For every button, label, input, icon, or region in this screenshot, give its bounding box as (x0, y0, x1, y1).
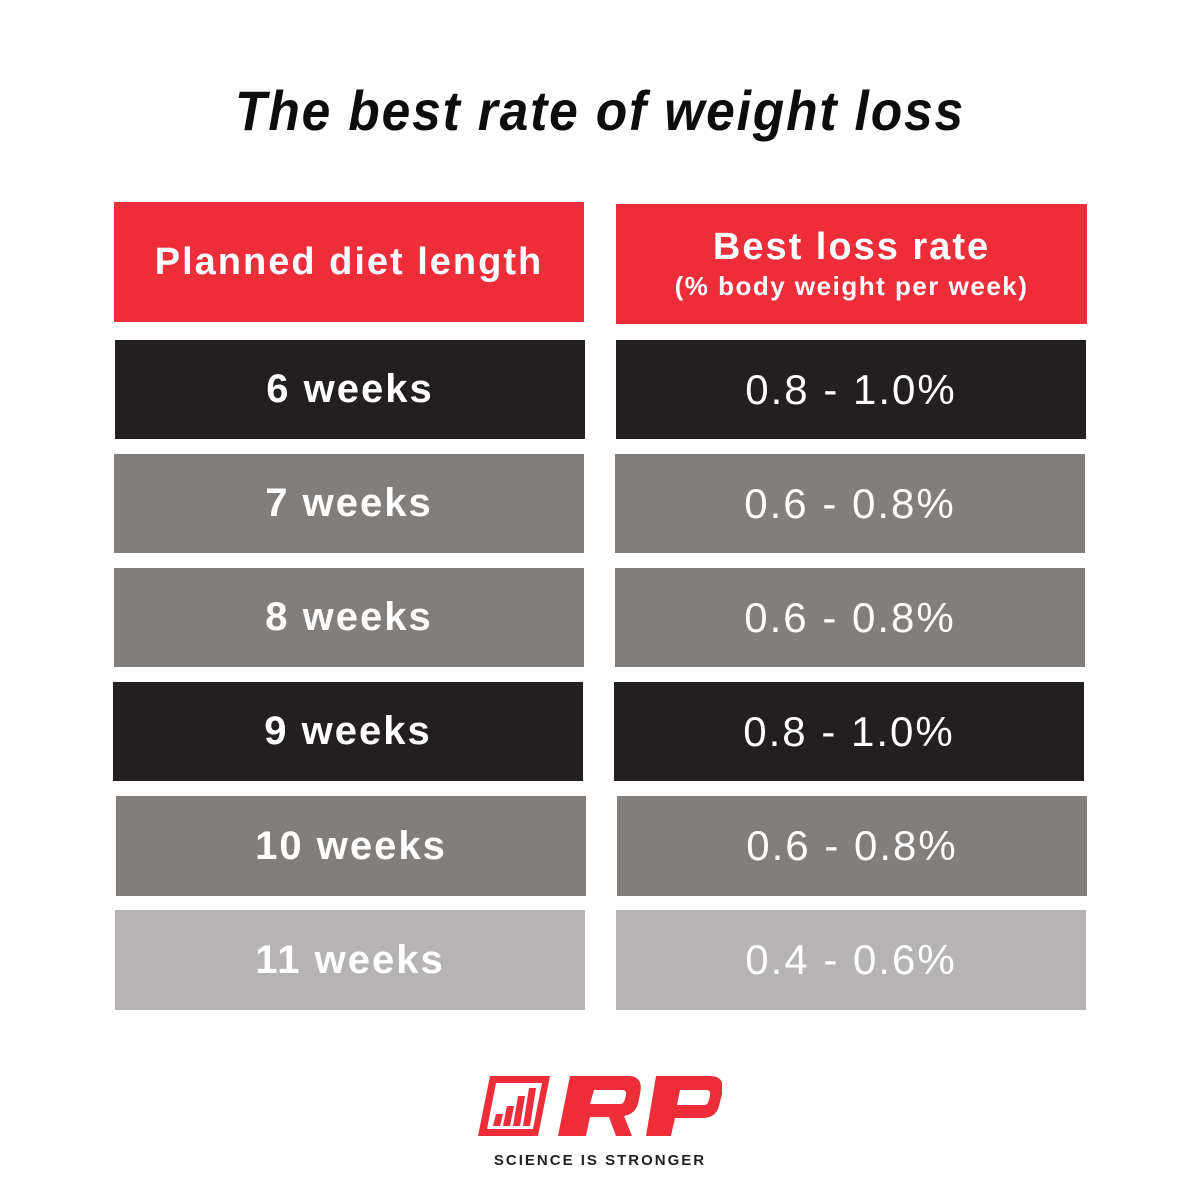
diet-length-value: 9 weeks (264, 709, 432, 753)
diet-length-value: 7 weeks (265, 481, 433, 525)
rp-logo (478, 1068, 723, 1168)
loss-rate-value: 0.8 - 1.0% (745, 365, 957, 413)
table-row-rate-cell: 0.6 - 0.8% (617, 796, 1087, 896)
table-row-rate-cell: 0.6 - 0.8% (615, 568, 1085, 667)
loss-rate-value: 0.6 - 0.8% (744, 479, 956, 527)
table-row-length-cell: 8 weeks (114, 568, 584, 667)
table-row-length-cell: 11 weeks (115, 910, 585, 1010)
diet-length-value: 8 weeks (265, 595, 433, 639)
loss-rate-value: 0.6 - 0.8% (744, 593, 956, 641)
loss-rate-value: 0.8 - 1.0% (743, 707, 955, 755)
page-title: The best rate of weight loss (235, 79, 965, 142)
rp-logo-icon (478, 1076, 723, 1136)
loss-rate-value: 0.4 - 0.6% (745, 936, 957, 983)
header-planned-diet-length: Planned diet length (114, 202, 584, 322)
header-best-loss-rate: Best loss rate (% body weight per week) (616, 204, 1087, 324)
diet-length-value: 11 weeks (255, 937, 445, 982)
brand-tagline: SCIENCE IS STRONGER (493, 1152, 707, 1169)
table-row-length-cell: 7 weeks (114, 454, 584, 553)
table-row-rate-cell: 0.8 - 1.0% (616, 340, 1086, 439)
table-row-rate-cell: 0.8 - 1.0% (614, 682, 1084, 781)
table-row-rate-cell: 0.4 - 0.6% (616, 910, 1086, 1010)
table-row-length-cell: 9 weeks (113, 682, 583, 781)
header-rate-sublabel: (% body weight per week) (674, 271, 1029, 301)
table-row-length-cell: 10 weeks (116, 796, 586, 896)
table-row-rate-cell: 0.6 - 0.8% (615, 454, 1085, 553)
diet-length-value: 6 weeks (266, 367, 434, 411)
header-rate-label: Best loss rate (712, 226, 991, 268)
table-row-length-cell: 6 weeks (115, 340, 585, 439)
header-length-label: Planned diet length (154, 240, 544, 283)
loss-rate-value: 0.6 - 0.8% (746, 822, 958, 869)
diet-length-value: 10 weeks (255, 823, 447, 868)
